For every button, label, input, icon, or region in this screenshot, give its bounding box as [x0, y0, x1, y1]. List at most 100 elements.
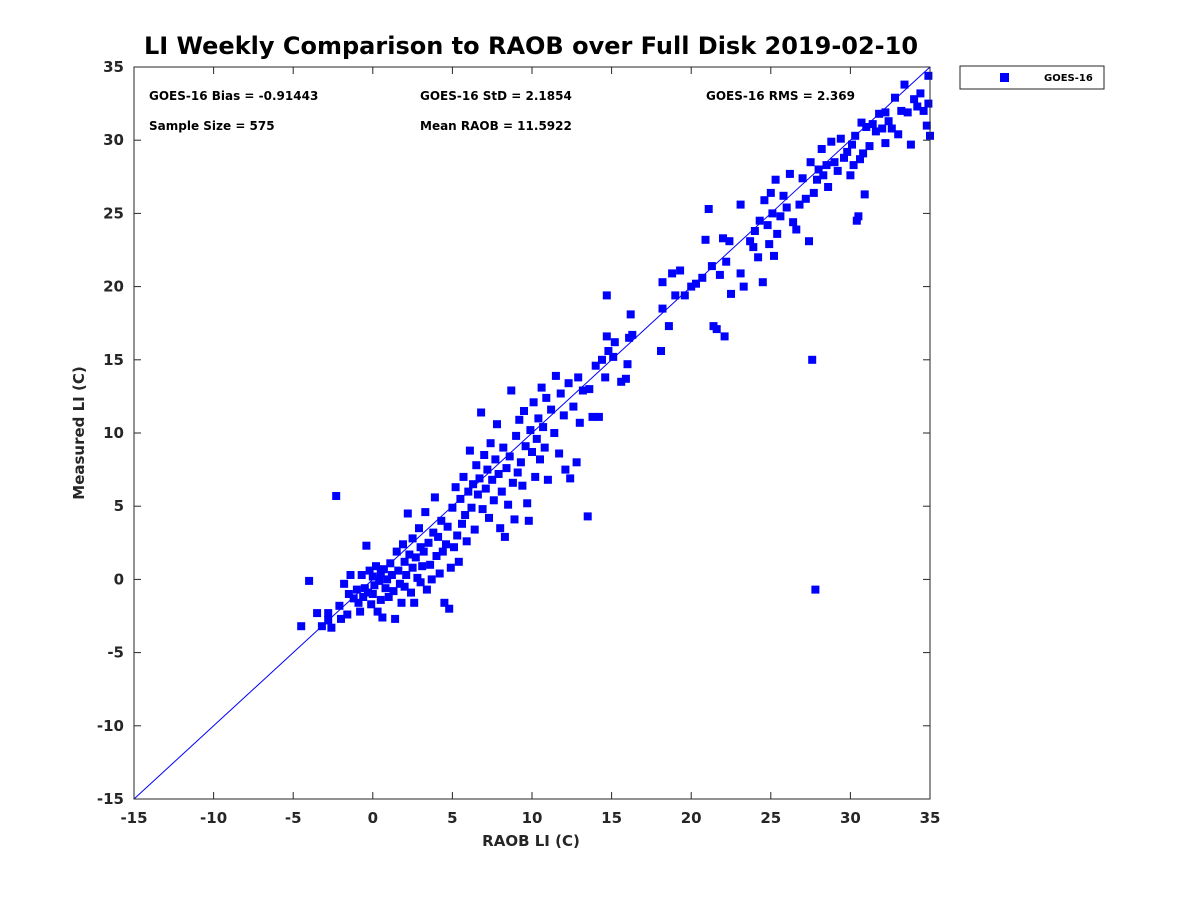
- data-point: [585, 385, 594, 394]
- bias-annotation: GOES-16 Bias = -0.91443: [149, 89, 318, 103]
- data-point: [602, 332, 611, 341]
- data-point: [486, 439, 495, 448]
- data-point: [415, 524, 423, 533]
- data-point: [413, 573, 422, 582]
- data-point: [594, 412, 603, 421]
- data-point: [903, 108, 912, 117]
- data-point: [521, 442, 530, 451]
- data-point: [364, 588, 372, 597]
- data-point: [491, 455, 500, 464]
- data-point: [446, 563, 455, 572]
- data-point: [526, 426, 535, 435]
- data-point: [871, 127, 880, 136]
- data-point: [462, 537, 471, 546]
- data-point: [900, 80, 909, 89]
- y-tick-label: 0: [114, 570, 124, 588]
- y-tick-label: 15: [103, 351, 124, 369]
- data-point: [771, 175, 780, 184]
- data-point: [485, 513, 493, 522]
- data-point: [327, 623, 336, 632]
- data-point: [868, 120, 877, 129]
- data-point: [811, 585, 820, 594]
- data-point: [564, 379, 573, 388]
- data-point: [383, 575, 392, 584]
- data-point: [399, 540, 407, 549]
- data-point: [340, 579, 349, 588]
- data-point: [763, 221, 772, 230]
- data-point: [384, 593, 393, 601]
- data-point: [862, 123, 871, 131]
- data-point: [473, 490, 482, 499]
- reference-line-group: [133, 66, 931, 800]
- data-point: [852, 216, 861, 225]
- x-tick-label: -15: [120, 809, 147, 827]
- data-point: [387, 571, 396, 579]
- data-point: [426, 560, 435, 569]
- data-point: [373, 607, 382, 616]
- data-point: [313, 609, 322, 618]
- data-point: [766, 188, 775, 197]
- data-point: [335, 601, 344, 610]
- data-point: [813, 175, 821, 184]
- data-point: [561, 465, 570, 474]
- data-point: [604, 347, 613, 355]
- data-point: [760, 196, 769, 205]
- data-point: [840, 153, 848, 162]
- data-point: [400, 582, 409, 591]
- data-point: [550, 429, 559, 437]
- data-point: [469, 480, 478, 489]
- data-point: [671, 291, 680, 300]
- data-point: [827, 137, 836, 146]
- data-point: [528, 448, 536, 456]
- data-point: [773, 229, 782, 238]
- data-point: [430, 493, 439, 502]
- sample-size-annotation: Sample Size = 575: [149, 119, 275, 133]
- data-point: [658, 278, 667, 287]
- data-point: [609, 352, 618, 361]
- data-point: [857, 118, 866, 127]
- data-point: [610, 338, 619, 347]
- data-point: [913, 102, 922, 111]
- data-point: [518, 481, 527, 490]
- stats-annotations: GOES-16 Bias = -0.91443 GOES-16 StD = 2.…: [149, 89, 855, 133]
- data-point: [532, 434, 541, 443]
- data-point: [343, 610, 352, 619]
- data-point: [856, 155, 864, 164]
- data-point: [372, 562, 380, 571]
- data-point: [496, 524, 505, 533]
- data-point: [440, 598, 449, 607]
- data-point: [680, 291, 689, 300]
- data-point: [658, 304, 667, 313]
- data-point: [676, 266, 685, 275]
- data-point: [749, 243, 758, 252]
- data-point: [569, 402, 578, 411]
- data-point: [438, 547, 447, 556]
- data-point: [628, 330, 637, 339]
- data-point: [712, 325, 721, 334]
- data-point: [843, 147, 852, 156]
- data-point: [408, 534, 417, 543]
- data-point: [437, 516, 446, 525]
- data-point: [368, 572, 377, 581]
- data-point: [453, 531, 462, 540]
- data-point: [919, 106, 928, 115]
- data-point: [854, 212, 863, 221]
- data-point: [502, 464, 511, 473]
- x-axis-ticks: -15 -10 -5 0 5 10 15 20 25 30 35: [120, 67, 940, 827]
- data-point: [494, 470, 503, 478]
- data-point: [806, 158, 815, 167]
- data-point: [392, 547, 401, 556]
- data-point: [408, 563, 417, 572]
- data-point: [830, 158, 839, 167]
- data-point: [443, 522, 452, 531]
- data-point: [510, 515, 519, 524]
- data-point: [445, 604, 454, 613]
- data-point: [704, 205, 713, 213]
- y-tick-label: 5: [114, 497, 124, 515]
- data-point: [407, 588, 415, 597]
- data-point: [411, 553, 420, 562]
- x-tick-label: 0: [368, 809, 378, 827]
- data-point: [824, 183, 833, 191]
- data-point: [400, 557, 409, 566]
